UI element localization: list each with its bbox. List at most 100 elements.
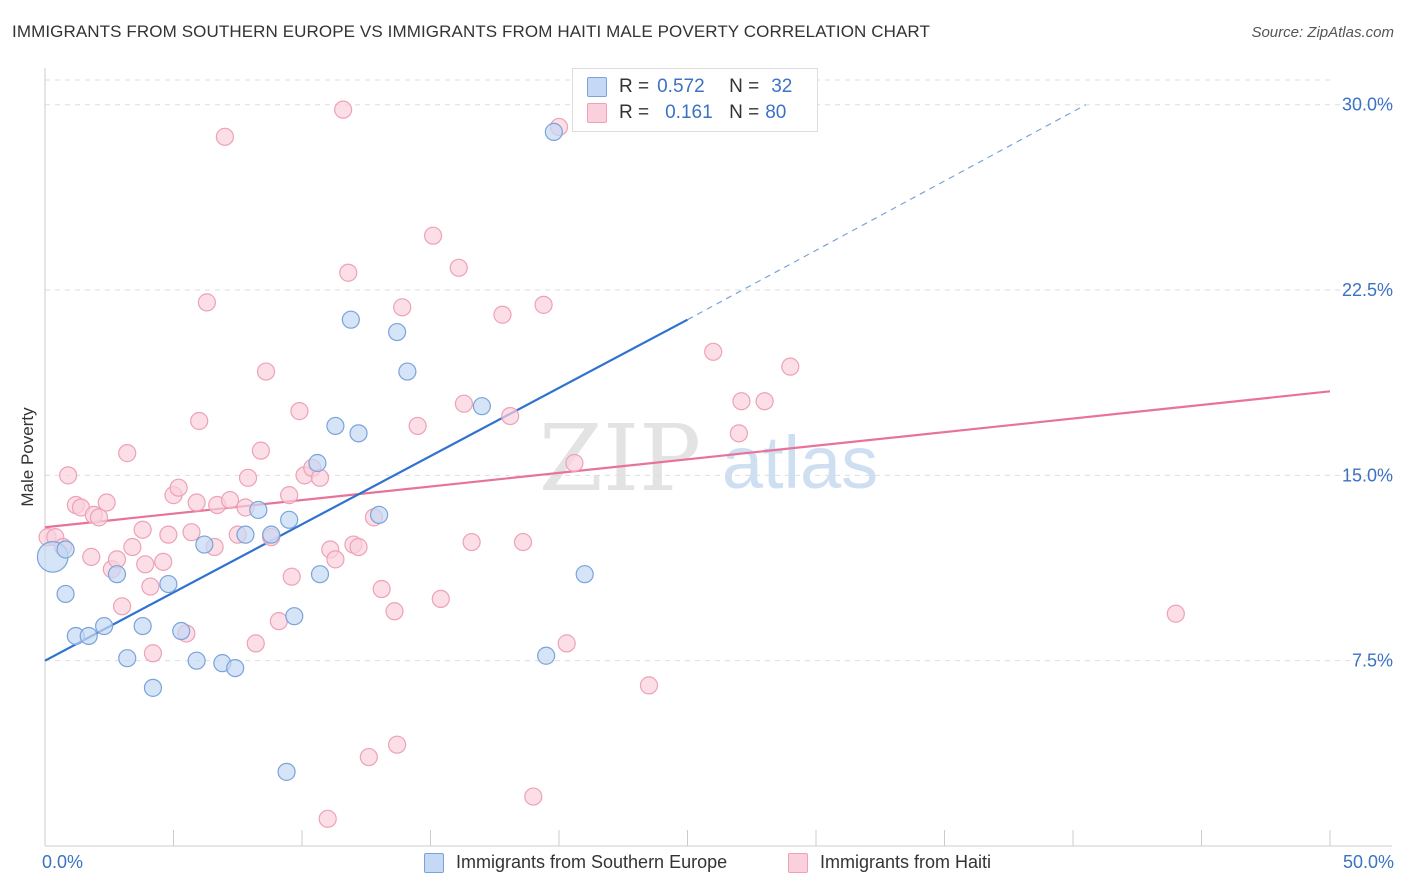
haiti-point	[89, 508, 109, 527]
haiti-point	[385, 602, 404, 621]
southern-europe-point	[79, 626, 98, 646]
haiti-point	[238, 468, 258, 487]
southern-europe-point	[341, 310, 360, 329]
blue-swatch	[587, 77, 607, 97]
haiti-point	[246, 634, 265, 653]
chart-title: IMMIGRANTS FROM SOUTHERN EUROPE VS IMMIG…	[12, 22, 930, 41]
legend-label: Immigrants from Haiti	[820, 852, 992, 872]
haiti-point	[755, 392, 774, 411]
haiti-point	[781, 357, 800, 376]
southern-europe-point	[310, 565, 330, 584]
haiti-point	[326, 550, 345, 569]
haiti-point	[339, 263, 358, 282]
grid-lines	[45, 79, 1390, 662]
southern-europe-point	[277, 762, 296, 781]
haiti-point	[112, 597, 132, 616]
southern-europe-point	[143, 678, 163, 697]
southern-europe-point	[195, 535, 214, 554]
southern-europe-point	[280, 510, 299, 529]
haiti-point	[220, 490, 240, 510]
haiti-point	[359, 747, 378, 767]
southern-europe-point	[537, 646, 556, 665]
y-tick-label: 30.0%	[1342, 95, 1393, 115]
haiti-point	[349, 537, 368, 557]
haiti-point	[534, 295, 553, 314]
haiti-point	[143, 644, 163, 663]
haiti-point	[454, 394, 474, 413]
legend-item-southern-europe: Immigrants from Southern Europe	[424, 852, 727, 873]
haiti-point	[565, 453, 584, 473]
pink-swatch	[587, 103, 607, 123]
n-label: N =	[729, 102, 760, 123]
haiti-point	[423, 226, 443, 245]
haiti-point	[557, 634, 576, 653]
y-tick-labels: 7.5% 15.0% 22.5% 30.0%	[1342, 95, 1393, 671]
southern-europe-point	[187, 651, 206, 670]
pink-swatch	[788, 852, 808, 873]
haiti-point	[251, 441, 270, 460]
watermark-zip: ZIP	[539, 405, 701, 512]
zipatlas-watermark: ZIP atlas	[539, 405, 878, 512]
haiti-point	[256, 362, 276, 381]
n-label: N =	[729, 76, 760, 97]
y-tick-label: 7.5%	[1352, 651, 1393, 671]
y-tick-label: 22.5%	[1342, 280, 1393, 300]
southern-europe-point	[370, 505, 389, 524]
haiti-point	[290, 402, 309, 421]
southern-europe-point	[575, 565, 594, 584]
y-tick-label: 15.0%	[1342, 465, 1393, 485]
southern-europe-point	[326, 416, 345, 436]
haiti-point	[310, 468, 330, 487]
haiti-point	[501, 406, 520, 426]
haiti-point	[169, 478, 188, 497]
haiti-point	[82, 547, 101, 566]
haiti-point	[190, 411, 209, 431]
legend-item-haiti: Immigrants from Haiti	[788, 852, 991, 873]
haiti-point	[182, 523, 201, 542]
southern-europe-point	[249, 500, 268, 520]
southern-europe-point	[226, 658, 245, 678]
haiti-point	[639, 676, 659, 695]
haiti-point	[215, 127, 234, 146]
southern-europe-point	[262, 525, 281, 544]
watermark-atlas: atlas	[722, 421, 878, 504]
haiti-point	[393, 298, 412, 317]
haiti-point	[408, 416, 427, 436]
haiti-point	[197, 293, 217, 312]
haiti-point	[524, 787, 543, 806]
southern-europe-point	[236, 525, 255, 544]
haiti-point	[187, 493, 206, 512]
haiti-point	[269, 612, 288, 631]
southern-europe-point	[56, 540, 75, 559]
haiti-point	[280, 486, 299, 505]
southern-europe-point	[56, 584, 75, 604]
haiti-point	[159, 525, 178, 544]
haiti-point	[141, 577, 160, 596]
haiti-point	[133, 520, 152, 539]
haiti-point	[334, 100, 353, 119]
axes	[44, 68, 1392, 847]
legend-row-haiti: R = 0.161 N = 80	[587, 101, 786, 125]
data-points	[36, 100, 1185, 828]
southern-europe-point	[133, 616, 152, 636]
southern-europe-point	[118, 649, 137, 668]
southern-europe-point	[95, 616, 114, 636]
r-label: R =	[619, 76, 650, 97]
haiti-point	[372, 579, 391, 599]
southern-europe-point	[544, 122, 563, 141]
southern-europe-point	[387, 322, 407, 342]
x-axis-max-label: 50.0%	[1342, 852, 1394, 872]
n-value: 80	[765, 102, 787, 123]
source-credit: Source: ZipAtlas.com	[1251, 24, 1394, 41]
haiti-point	[118, 444, 137, 463]
trend-lines	[44, 104, 1331, 662]
legend-label: Immigrants from Southern Europe	[456, 852, 728, 872]
r-label: R =	[619, 102, 650, 123]
haiti-point	[136, 555, 155, 574]
correlation-legend: R = 0.572 N = 32 R = 0.161 N = 80	[572, 68, 818, 132]
southern-europe-trend-line	[44, 318, 689, 662]
haiti-point	[513, 532, 533, 552]
haiti-point	[704, 342, 723, 361]
haiti-point	[282, 567, 301, 586]
